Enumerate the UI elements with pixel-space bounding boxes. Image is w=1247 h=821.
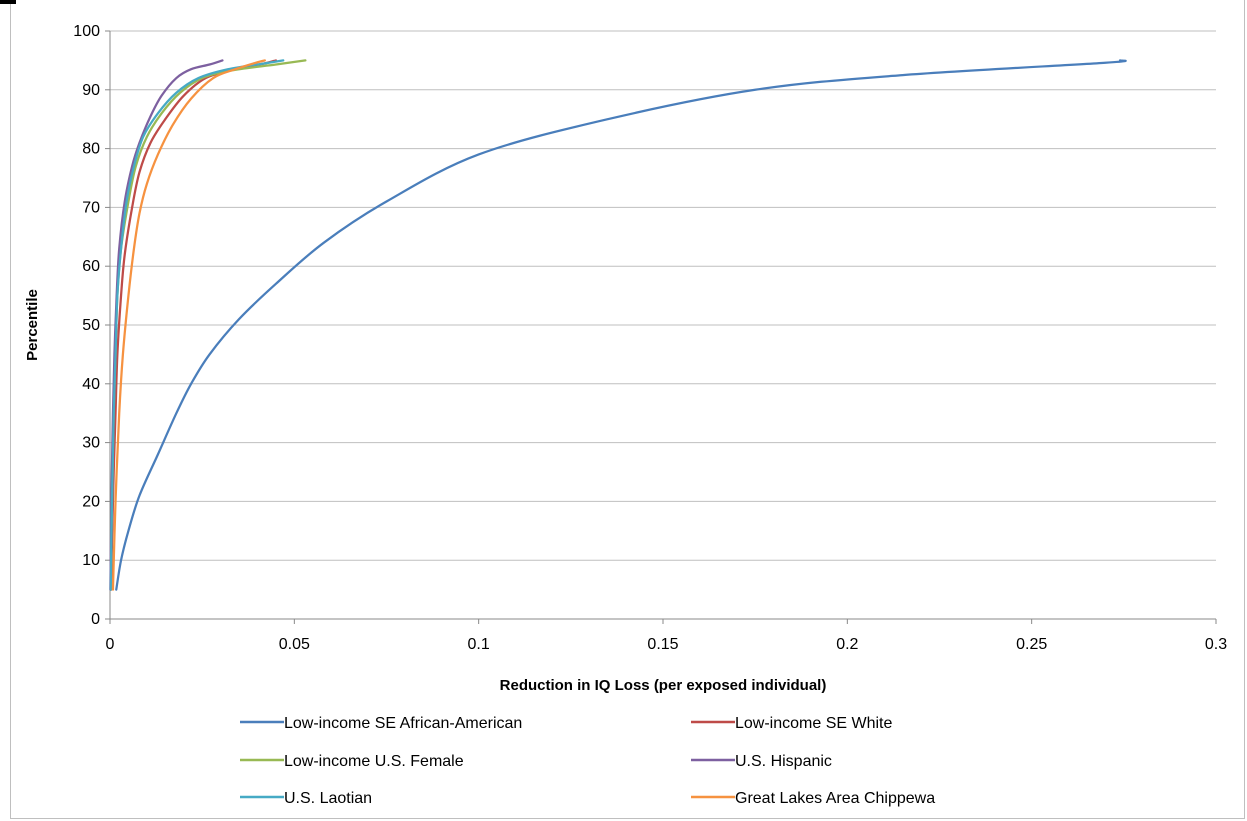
x-tick-label: 0.15 <box>647 636 678 653</box>
y-axis-title: Percentile <box>24 289 41 361</box>
series-line-4 <box>109 59 285 591</box>
y-tick-label: 100 <box>73 23 100 40</box>
x-tick-label: 0.05 <box>279 636 310 653</box>
legend: Low-income SE African-American Low-income… <box>240 715 935 807</box>
y-tick-label: 30 <box>82 435 100 452</box>
x-tick-label: 0.2 <box>836 636 858 653</box>
legend-label-3: U.S. Hispanic <box>735 753 832 770</box>
y-tick-label: 90 <box>82 82 100 99</box>
x-axis-title: Reduction in IQ Loss (per exposed indivi… <box>500 677 827 694</box>
x-tick-label: 0.25 <box>1016 636 1047 653</box>
y-tick-label: 60 <box>82 258 100 275</box>
x-tick-label: 0.3 <box>1205 636 1227 653</box>
series-lines <box>109 59 1127 591</box>
y-tick-label: 40 <box>82 376 100 393</box>
y-tick-label: 50 <box>82 317 100 334</box>
y-tick-label: 20 <box>82 493 100 510</box>
chart-frame <box>10 0 1245 819</box>
y-tick-label: 0 <box>91 611 100 628</box>
x-tick-label: 0 <box>106 636 115 653</box>
legend-label-2: Low-income U.S. Female <box>284 753 464 770</box>
legend-label-4: U.S. Laotian <box>284 790 372 807</box>
series-line-0 <box>115 59 1127 591</box>
legend-label-1: Low-income SE White <box>735 715 892 732</box>
y-tick-label: 70 <box>82 199 100 216</box>
axes: 0 10 20 30 40 50 60 70 80 90 100 0 0.05 0.1 0.15 0.2 0.2… <box>73 23 1227 653</box>
legend-label-0: Low-income SE African-American <box>284 715 522 732</box>
y-tick-label: 80 <box>82 141 100 158</box>
top-edge-marker <box>0 0 16 4</box>
grid-lines <box>110 30 1216 561</box>
x-tick-label: 0.1 <box>468 636 490 653</box>
series-line-5 <box>111 59 266 591</box>
y-tick-label: 10 <box>82 552 100 569</box>
legend-label-5: Great Lakes Area Chippewa <box>735 790 935 807</box>
